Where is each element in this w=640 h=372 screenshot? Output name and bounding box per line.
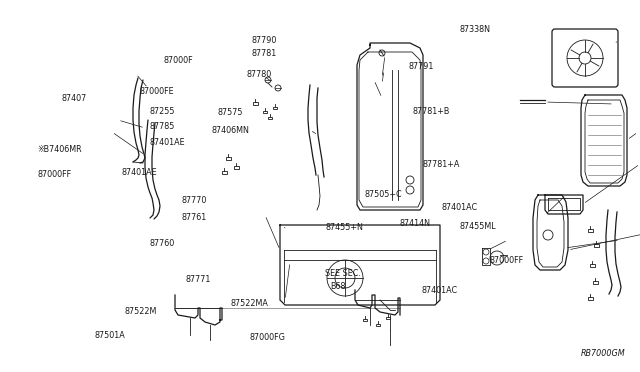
Text: 87522M: 87522M — [125, 307, 157, 316]
Text: RB7000GM: RB7000GM — [580, 349, 625, 358]
Bar — [588, 228, 593, 231]
Text: 87522MA: 87522MA — [230, 299, 268, 308]
Text: 87505+C: 87505+C — [365, 190, 403, 199]
Text: 87780: 87780 — [246, 70, 271, 79]
Text: 87401AC: 87401AC — [421, 286, 457, 295]
Bar — [268, 117, 272, 119]
Text: 87770: 87770 — [181, 196, 207, 205]
Bar — [376, 324, 380, 326]
Bar — [386, 317, 390, 319]
Text: 87414N: 87414N — [400, 219, 431, 228]
Text: 87255: 87255 — [149, 107, 175, 116]
Text: 87000F: 87000F — [163, 56, 193, 65]
Bar — [589, 263, 595, 266]
Text: 87000FF: 87000FF — [37, 170, 71, 179]
Text: 87771: 87771 — [186, 275, 211, 284]
Text: 87455ML: 87455ML — [460, 222, 496, 231]
Text: 87785: 87785 — [149, 122, 175, 131]
Text: 87401AE: 87401AE — [149, 138, 185, 147]
Text: 87000FF: 87000FF — [490, 256, 524, 265]
Text: 87781+A: 87781+A — [422, 160, 460, 169]
Bar — [263, 111, 267, 113]
Text: 87760: 87760 — [149, 239, 174, 248]
Bar — [253, 102, 257, 105]
Text: SEE SEC.: SEE SEC. — [325, 269, 361, 278]
Bar — [363, 319, 367, 321]
Bar — [225, 157, 230, 160]
Bar — [593, 280, 598, 283]
Text: 87501A: 87501A — [95, 331, 125, 340]
Text: 87000FG: 87000FG — [250, 333, 285, 342]
Text: 87761: 87761 — [181, 213, 206, 222]
Text: 87406MN: 87406MN — [211, 126, 249, 135]
Text: 87575: 87575 — [218, 108, 243, 117]
Text: ※B7406MR: ※B7406MR — [37, 145, 82, 154]
Text: 87000FE: 87000FE — [140, 87, 174, 96]
Text: 87401AC: 87401AC — [442, 203, 477, 212]
Bar — [221, 170, 227, 173]
Text: 87407: 87407 — [61, 94, 86, 103]
Text: 87455+N: 87455+N — [325, 223, 363, 232]
Text: 87401AE: 87401AE — [122, 169, 157, 177]
Bar — [588, 296, 593, 299]
Bar — [593, 244, 598, 247]
Bar — [273, 107, 277, 109]
Bar — [234, 166, 239, 169]
Text: 87781+B: 87781+B — [413, 107, 450, 116]
Text: 87791: 87791 — [408, 62, 434, 71]
Text: 87338N: 87338N — [460, 25, 490, 34]
Text: B68: B68 — [330, 282, 346, 291]
Text: 87790: 87790 — [252, 36, 277, 45]
Text: 87781: 87781 — [252, 49, 276, 58]
